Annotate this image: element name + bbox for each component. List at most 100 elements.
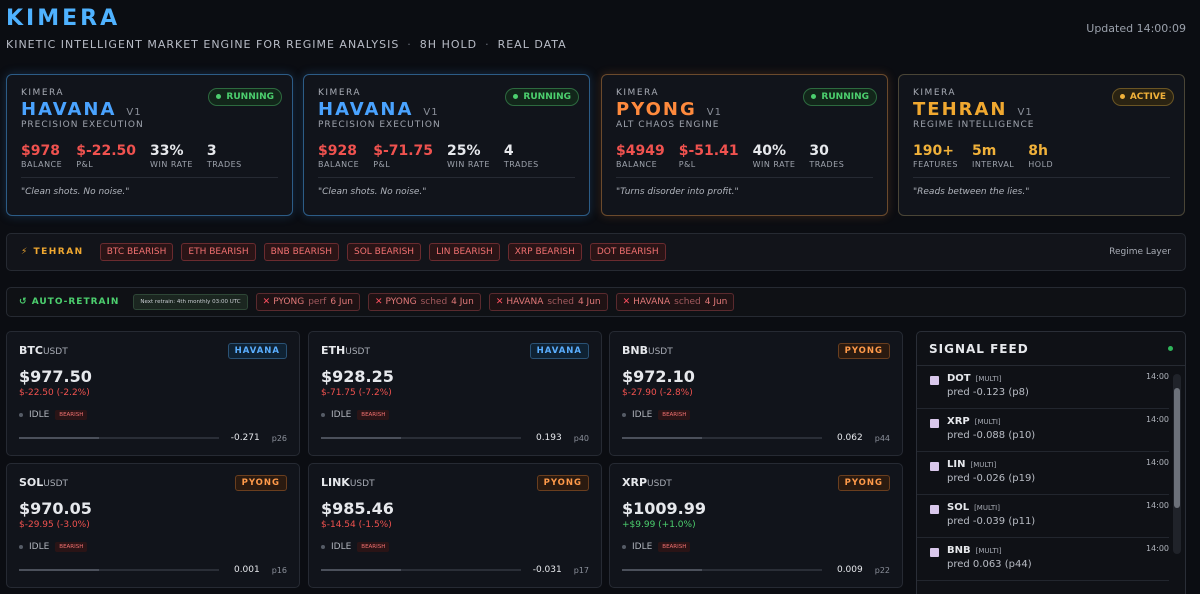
date: 4 Jun [451,297,474,307]
percentile: p16 [271,565,287,575]
quote-asset: USDT [43,479,69,489]
stats: $4949 BALANCE $-51.41 P&L 40% WIN RATE 30 TRADE… [616,143,873,178]
change: $-22.50 (-2.2%) [19,388,90,398]
score: 0.193 [535,433,562,443]
subtitle-part: REAL DATA [497,38,567,51]
state-dot [622,413,626,417]
progress-fill [19,569,99,571]
stat: 40% WIN RATE [753,143,796,169]
stat-value: 30 [809,143,829,159]
status: RUNNING [505,88,579,106]
state: IDLE [632,542,653,552]
price: $928.25 [321,367,394,386]
stat-value: 40% [752,143,787,159]
state-dot [321,413,325,417]
stat-value: $978 [21,143,60,159]
regime-tag: BTC BEARISH [99,243,174,261]
progress-fill [622,437,702,439]
updated: Updated 14:00:09 [1086,22,1186,35]
separator: · [485,38,490,51]
retrain-bar: ↺ AUTO-RETRAIN Next retrain: 4th monthly … [6,287,1186,317]
regime-tag: BNB BEARISH [263,243,339,261]
state-dot [622,545,626,549]
state-row: IDLE BEARISH [19,542,287,552]
engine-badge: HAVANA [529,343,589,359]
stat-label: BALANCE [21,160,63,169]
change: $-71.75 (-7.2%) [321,388,392,398]
stat-value: 4 [503,143,514,159]
progress-track [622,569,822,571]
feed-time: 14:00 [1145,415,1169,424]
regime-badge: BEARISH [357,542,390,552]
feed-icon [930,505,939,514]
feed-symbol: LIN [947,459,966,470]
engine-name: HAVANA [318,99,414,120]
progress-row: 0.062 p44 [622,433,890,443]
change: $-14.54 (-1.5%) [321,520,392,530]
regime-tag: DOT BEARISH [589,243,666,261]
market-card: BTCUSDT HAVANA $977.50 $-22.50 (-2.2%) IDLE B… [6,331,300,456]
stat-value: $-22.50 [76,143,137,159]
date: 6 Jun [330,297,353,307]
role: PRECISION EXECUTION [21,120,144,130]
feed-item: SOL [MULTI] pred -0.039 (p11) 14:00 [917,495,1169,538]
stat-value: $-71.75 [373,143,434,159]
stat-value: $-51.41 [678,143,739,159]
stat: 8h HOLD [1028,143,1053,169]
status-dot [513,94,519,99]
stat: 33% WIN RATE [150,143,193,169]
retrain-note: Next retrain: 4th monthly 03:00 UTC [133,294,248,310]
regime-tag: LIN BEARISH [429,243,500,261]
progress-fill [321,569,401,571]
base: LINK [321,476,350,489]
kind: sched [674,297,701,307]
live-dot [1168,346,1173,351]
progress-track [19,437,219,439]
market-card: LINKUSDT PYONG $985.46 $-14.54 (-1.5%) IDLE B… [308,463,602,588]
stat-value: 25% [447,143,481,159]
version: V1 [706,107,722,118]
feed-icon [930,548,939,557]
market-card: SOLUSDT PYONG $970.05 $-29.95 (-3.0%) IDLE BE… [6,463,300,588]
quote-asset: USDT [647,479,672,489]
feed-time: 14:00 [1145,458,1169,467]
feed-icon [930,462,939,471]
regime-badge: BEARISH [658,542,691,552]
fail-icon: ✕ [262,297,271,307]
engine-name: TEHRAN [913,99,1008,120]
market-card: ETHUSDT HAVANA $928.25 $-71.75 (-7.2%) IDLE B… [308,331,602,456]
feed-icon [930,419,939,428]
percentile: p22 [874,565,890,575]
kind: sched [547,297,574,307]
scroll-thumb [1174,388,1180,508]
feed-title: SIGNAL FEED [929,341,1029,356]
name-row: HAVANA V1 [21,99,278,120]
price: $970.05 [19,499,92,518]
status-text: RUNNING [523,92,571,102]
stat-value: 3 [206,143,217,159]
feed-time: 14:00 [1145,501,1169,510]
retrain-item: ✕ PYONG sched 4 Jun [368,293,481,311]
symbol: BNBUSDT [622,344,890,357]
feed-pred: pred -0.123 (p8) [947,387,1029,398]
retrain-item: ✕ PYONG perf 6 Jun [255,293,360,311]
price: $1009.99 [622,499,707,518]
engine-badge: PYONG [536,475,589,491]
engine-card: KIMERA RUNNING HAVANA V1 PRECISION EXECUTION… [303,74,590,216]
percentile: p44 [874,433,890,443]
engine-badge: HAVANA [227,343,287,359]
app-title: KIMERA [6,6,121,31]
state: IDLE [331,542,352,552]
symbol: BTCUSDT [19,344,287,357]
feed-symbol: XRP [947,416,970,427]
kind: sched [420,297,448,307]
progress-track [19,569,219,571]
market-card: BNBUSDT PYONG $972.10 $-27.90 (-2.8%) IDLE BE… [609,331,903,456]
stat-value: $4949 [616,143,665,159]
stat: 3 TRADES [207,143,242,169]
name-row: PYONG V1 [616,99,873,120]
feed-tag: [MULTI] [975,375,1002,383]
feed-time: 14:00 [1145,544,1169,553]
